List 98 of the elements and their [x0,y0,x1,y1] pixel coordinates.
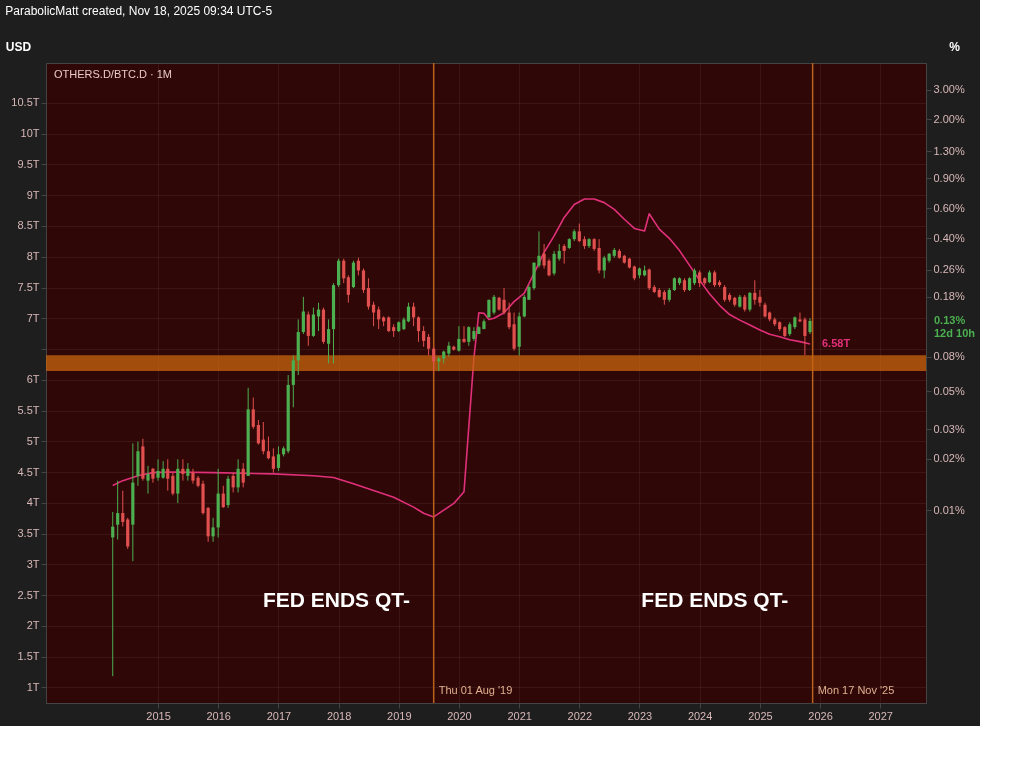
data-label: 6.58T [822,337,851,350]
candlestick [116,480,120,541]
y-tick-label: 10.5T [11,96,40,109]
annotation: FED ENDS QT- [641,587,789,611]
x-tick-label: 2021 [507,709,532,722]
y2-tick-label: 1.30% [933,144,965,157]
x-tick-label: 2015 [146,709,171,722]
x-tick-label: 2027 [868,709,893,722]
candlestick [306,311,310,347]
x-tick-label: 2017 [266,709,292,722]
y-tick-label: 7T [26,311,40,324]
y2-tick-label: 0.03% [933,422,965,435]
y-tick-label: 3.5T [17,527,40,540]
y2-tick-label: 2.00% [933,112,965,125]
candlestick [577,223,581,243]
x-tick-label: 2023 [627,709,653,722]
candlestick [326,318,331,364]
candlestick [552,250,556,276]
candlestick [266,436,271,460]
candlestick [161,460,165,480]
y2-tick-label: 0.18% [933,290,965,303]
y-axis-title: USD [5,39,32,54]
candlestick [121,490,125,527]
x-tick-label: 2022 [567,709,593,722]
candlestick [371,301,376,327]
candlestick [211,517,215,543]
y-tick-label: 1T [26,680,40,693]
ref-line-label: Mon 17 Nov '25 [817,684,895,696]
x-tick-label: 2026 [808,709,833,722]
candlestick [271,447,275,474]
candlestick [166,458,170,492]
chart-subtitle: ParabolicMatt created, Nov 18, 2025 09:34 UTC-5 [5,4,273,18]
candlestick [156,458,160,482]
y-tick-label: 6T [26,373,40,386]
x-tick-label: 2018 [326,709,352,722]
candlestick [462,325,466,344]
y-tick-label: 2T [26,619,40,632]
candlestick [422,325,426,348]
y2-tick-label: 0.60% [933,201,965,214]
candlestick [597,238,601,274]
y2-tick-label: 0.90% [933,171,965,184]
y-tick-label: 3T [26,557,40,570]
y-tick-label: 9.5T [17,157,40,170]
text: 0.13% 12d 10h [934,313,975,339]
candlestick [647,268,651,291]
y2-tick-label: 0.05% [933,384,965,397]
candlestick [758,289,762,308]
candlestick [753,279,757,306]
y-tick-label: 8T [26,250,40,263]
y-tick-label: 4T [26,496,40,509]
y2-tick-label: 0.26% [933,263,965,276]
y2-tick-label: 3.00% [933,83,965,96]
y-tick-label: 7.5T [17,281,40,294]
chart-title: OTHERS.D/BTC.D · 1M [54,68,172,80]
candlestick [457,325,461,353]
candlestick [562,243,566,265]
candlestick [366,277,371,311]
candlestick [361,268,366,294]
candlestick [492,294,496,315]
y-tick-label: 5.5T [17,404,40,417]
x-tick-label: 2019 [387,709,412,722]
y2-axis-title: % [949,39,961,54]
candlestick [276,445,281,472]
y2-tick-label: 0.08% [933,350,965,363]
candlestick [256,419,260,446]
y-tick-label: 9T [26,188,40,201]
candlestick [342,258,346,284]
candlestick [236,458,240,493]
x-tick-label: 2016 [206,709,231,722]
x-tick-label: 2020 [447,709,472,722]
candlestick [171,472,175,496]
y-tick-label: 8.5T [17,219,40,232]
line-series [111,198,811,518]
candlestick [748,291,752,313]
candlestick [146,465,150,495]
candlestick [426,333,431,357]
candlestick [311,307,316,338]
candlestick [241,462,245,488]
y-tick-label: 1.5T [17,650,40,663]
candlestick [467,325,471,347]
y-tick-label: 2.5T [17,588,40,601]
y2-tick-label: 0.02% [933,452,965,465]
annotation: FED ENDS QT- [262,587,410,611]
y-tick-label: 10T [20,127,40,140]
ref-line-label: Thu 01 Aug '19 [438,684,513,696]
y2-tick-label: 0.01% [933,503,965,516]
x-tick-label: 2025 [748,709,773,722]
candlestick [301,296,305,335]
candlestick [186,462,190,482]
candlestick [181,458,185,482]
y2-tick-label: 0.40% [933,231,965,244]
x-tick-label: 2024 [687,709,713,722]
candlestick [416,315,421,343]
candlestick [251,397,255,430]
y-tick-label: 4.5T [17,465,40,478]
y-tick-label: 5T [26,434,40,447]
candlestick [346,274,350,304]
candlestick [221,485,225,509]
